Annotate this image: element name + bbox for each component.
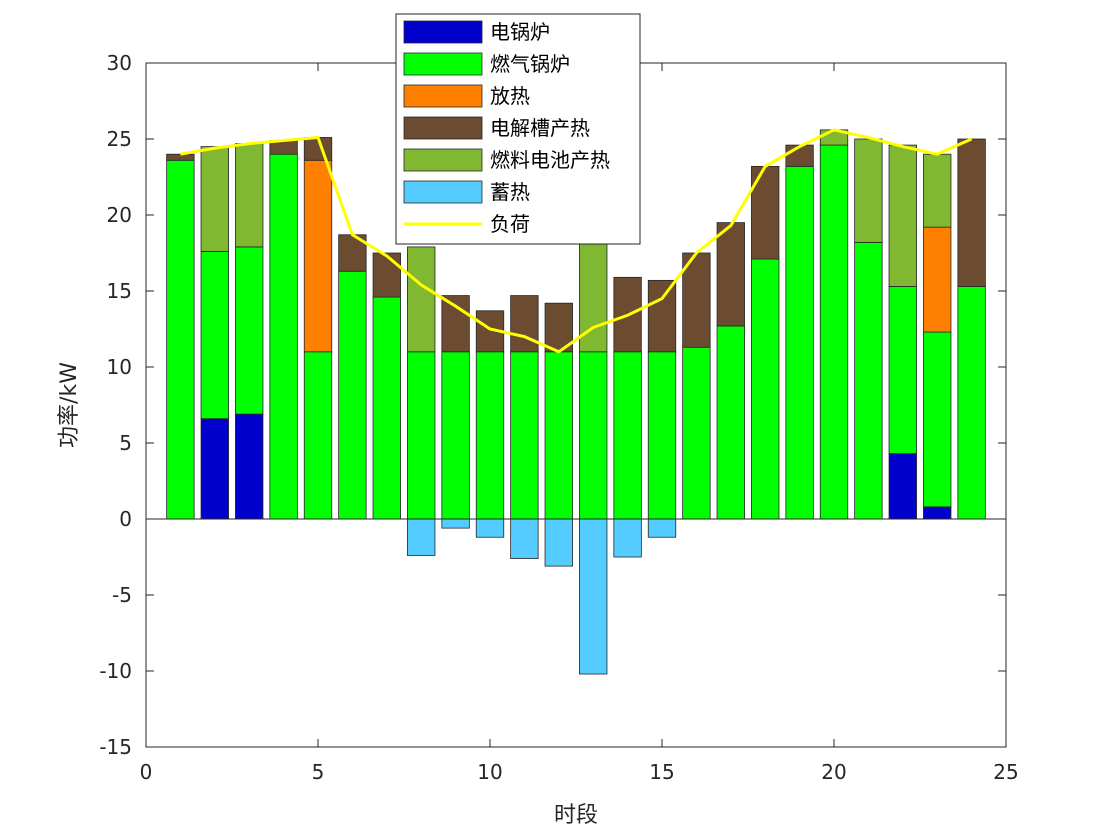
legend-swatch-0	[403, 20, 483, 44]
bar-17-series-3	[716, 222, 745, 327]
bar-11-series-3	[510, 295, 539, 353]
legend-swatch-3	[403, 116, 483, 140]
legend-label-6: 负荷	[490, 212, 530, 236]
bar-9-series-3	[441, 295, 470, 353]
x-axis-label: 时段	[554, 803, 598, 828]
legend-swatch-2	[403, 84, 483, 108]
y-tick-label: 30	[107, 51, 132, 75]
bar-3-series-0	[235, 413, 264, 520]
bar-5-series-1	[303, 351, 333, 520]
bar-20-series-1	[819, 144, 849, 520]
y-tick-label: -15	[99, 735, 132, 759]
bar-22-series-0	[888, 453, 917, 520]
x-tick-label: 15	[649, 760, 674, 784]
bar-13-series-1	[579, 351, 608, 520]
bar-10-series-5	[475, 518, 505, 538]
legend-swatch-4	[403, 148, 483, 172]
bar-9-series-1	[441, 351, 470, 520]
bar-17-series-1	[716, 325, 745, 520]
x-tick-label: 5	[312, 760, 325, 784]
bar-21-series-4	[854, 138, 883, 243]
bar-15-series-1	[647, 351, 677, 520]
x-tick-label: 20	[821, 760, 846, 784]
bar-14-series-5	[613, 518, 642, 558]
ticks-group: 0 5 10 15 20 25 30 25 20 15 10 5 0 -5 -10 -15	[99, 51, 1018, 784]
bar-21-series-1	[854, 241, 883, 520]
bar-2-series-0	[200, 418, 229, 520]
bar-18-series-1	[751, 258, 780, 520]
bar-4-series-1	[269, 153, 298, 520]
bar-3-series-1	[235, 246, 264, 415]
bar-5-series-2	[303, 159, 333, 353]
load-line	[180, 128, 973, 354]
legend-label-5: 蓄热	[490, 180, 530, 204]
bar-15-series-3	[647, 279, 677, 353]
bar-22-series-4	[888, 144, 917, 287]
y-tick-label: -5	[112, 583, 132, 607]
bar-13-series-5	[579, 518, 608, 675]
bar-2-series-4	[200, 146, 229, 252]
legend-label-2: 放热	[490, 84, 530, 108]
bar-10-series-1	[475, 351, 505, 520]
y-tick-label: -10	[99, 659, 132, 683]
bar-6-series-1	[338, 270, 367, 520]
bar-23-series-4	[923, 153, 952, 228]
bar-24-series-3	[957, 138, 986, 287]
bar-23-series-2	[923, 226, 952, 333]
x-tick-label: 10	[477, 760, 502, 784]
bar-3-series-4	[235, 143, 264, 248]
bar-7-series-1	[372, 296, 401, 520]
bar-7-series-3	[372, 252, 401, 298]
bar-1-series-3	[166, 153, 195, 161]
legend-label-1: 燃气锅炉	[490, 52, 570, 76]
bar-2-series-1	[200, 251, 229, 420]
bar-16-series-1	[682, 346, 711, 520]
y-tick-label: 25	[107, 127, 132, 151]
bar-8-series-4	[407, 246, 436, 353]
bar-8-series-5	[407, 518, 436, 556]
bar-12-series-1	[544, 351, 573, 520]
bar-19-series-1	[785, 165, 814, 520]
bar-23-series-0	[923, 506, 952, 520]
bar-9-series-5	[441, 518, 470, 529]
bar-15-series-5	[647, 518, 677, 538]
bar-12-series-5	[544, 518, 573, 567]
bar-11-series-5	[510, 518, 539, 559]
x-tick-label: 0	[140, 760, 153, 784]
bar-22-series-1	[888, 286, 917, 455]
legend-label-3: 电解槽产热	[490, 116, 590, 140]
bars-group	[166, 129, 986, 675]
legend-label-4: 燃料电池产热	[490, 148, 610, 172]
bar-24-series-1	[957, 286, 986, 520]
bar-11-series-1	[510, 351, 539, 520]
y-tick-label: 5	[119, 431, 132, 455]
bar-14-series-1	[613, 351, 642, 520]
y-tick-label: 20	[107, 203, 132, 227]
y-tick-label: 0	[119, 507, 132, 531]
bar-1-series-1	[166, 159, 195, 520]
y-axis-label: 功率/kW	[57, 362, 82, 448]
legend-swatch-5	[403, 180, 483, 204]
bar-23-series-1	[923, 331, 952, 508]
y-tick-label: 10	[107, 355, 132, 379]
y-tick-label: 15	[107, 279, 132, 303]
bar-16-series-3	[682, 252, 711, 348]
legend-label-0: 电锅炉	[490, 20, 550, 44]
legend-swatch-1	[403, 52, 483, 76]
bar-8-series-1	[407, 351, 436, 520]
x-tick-label: 25	[993, 760, 1018, 784]
